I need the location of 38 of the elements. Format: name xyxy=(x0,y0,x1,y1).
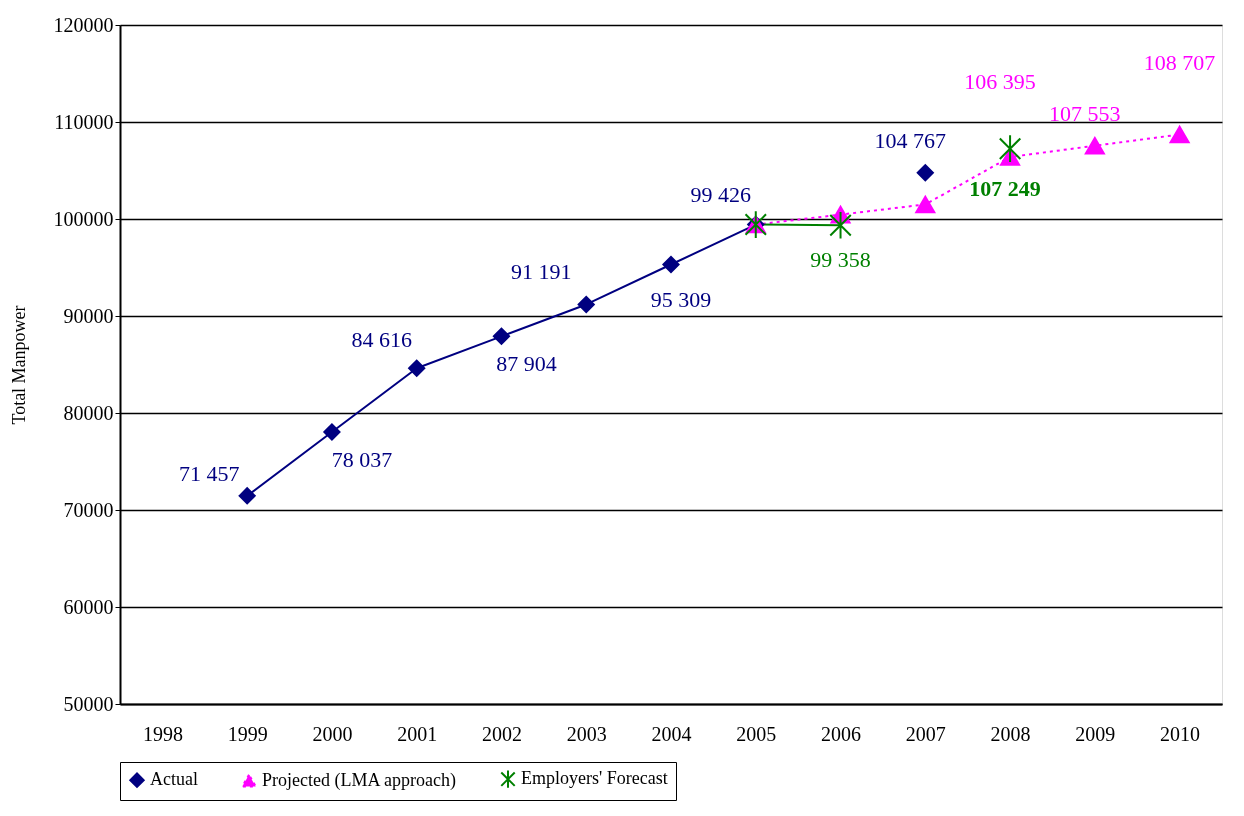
x-tick-label: 2004 xyxy=(651,722,692,745)
x-tick-label: 1999 xyxy=(227,722,268,745)
legend-label: Projected (LMA approach) xyxy=(262,769,456,791)
legend-label: Employers' Forecast xyxy=(521,768,668,789)
y-tick-label: 60000 xyxy=(63,595,114,618)
data-label: 107 553 xyxy=(1049,100,1121,126)
x-tick-label: 2007 xyxy=(905,722,946,745)
data-label: 99 426 xyxy=(690,181,752,207)
y-tick-label: 120000 xyxy=(53,13,114,36)
data-label: 95 309 xyxy=(650,286,712,312)
x-tick-label: 2008 xyxy=(990,722,1031,745)
data-label: 106 395 xyxy=(964,68,1036,94)
y-axis-title: Total Manpower xyxy=(8,305,29,425)
data-label: 84 616 xyxy=(351,327,412,353)
data-label: 87 904 xyxy=(496,351,557,377)
data-label: 78 037 xyxy=(331,447,393,473)
y-tick-label: 90000 xyxy=(63,304,114,327)
x-tick-label: 2003 xyxy=(566,722,607,745)
y-tick-label: 70000 xyxy=(63,498,114,521)
x-tick-label: 2005 xyxy=(736,722,777,745)
x-tick-label: 2010 xyxy=(1160,722,1201,745)
x-tick-label: 2009 xyxy=(1075,722,1116,745)
x-tick-label: 2001 xyxy=(397,722,438,745)
x-tick-label: 2002 xyxy=(481,722,522,745)
y-tick-label: 100000 xyxy=(53,207,114,230)
x-tick-label: 2006 xyxy=(821,722,862,745)
x-tick-label: 1998 xyxy=(142,722,183,745)
y-tick-label: 110000 xyxy=(54,110,114,133)
y-tick-label: 80000 xyxy=(63,401,114,424)
legend-label: Actual xyxy=(150,769,198,790)
data-label: 99 358 xyxy=(810,247,871,273)
data-label: 108 707 xyxy=(1143,49,1216,75)
y-tick-label: 50000 xyxy=(63,692,114,715)
data-label: 71 457 xyxy=(178,460,240,486)
data-label: 91 191 xyxy=(510,259,572,285)
data-label: 107 249 xyxy=(969,175,1041,201)
x-tick-label: 2000 xyxy=(312,722,353,745)
data-label: 104 767 xyxy=(874,127,947,153)
